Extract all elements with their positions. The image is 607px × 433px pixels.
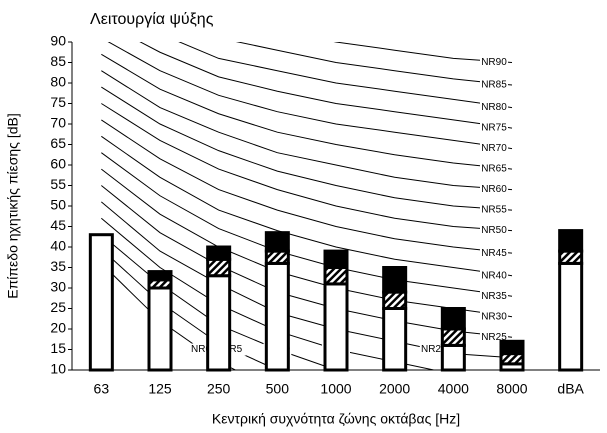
bar-segment [440, 327, 466, 347]
nr-label-bg [480, 163, 508, 176]
nr-curve [101, 119, 513, 254]
y-tick-label: 35 [50, 258, 66, 274]
nr-label: NR75 [481, 123, 507, 134]
bar-segment [382, 290, 408, 311]
bar-segment [88, 233, 114, 372]
x-tick-label: 8000 [496, 381, 527, 397]
nr-label: NR85 [481, 80, 507, 91]
nr-label-bg [419, 343, 448, 356]
y-tick-label: 85 [50, 53, 66, 69]
bar-segment [382, 266, 408, 294]
y-tick-label: 55 [50, 176, 66, 192]
y-tick-label: 30 [50, 279, 66, 295]
nr-label: NR55 [481, 205, 507, 216]
chart-title: Λειτουργία ψύξης [90, 11, 214, 28]
nr-curves [100, 42, 513, 370]
nr-label: NR65 [481, 164, 507, 175]
y-tick-label: 65 [50, 135, 66, 151]
nr-label-bg [480, 310, 508, 323]
nr-curve [178, 42, 513, 109]
bar-segment [558, 249, 584, 265]
y-tick-label: 50 [50, 197, 66, 213]
bar-segment [440, 343, 466, 372]
y-tick-label: 45 [50, 217, 66, 233]
nr-label-bg [480, 79, 508, 92]
y-tick-label: 40 [50, 238, 66, 254]
nr-label-bg [480, 269, 508, 282]
nr-label: NR80 [481, 102, 507, 113]
nr-label: NR35 [481, 291, 507, 302]
nr-label: NR20 [421, 344, 447, 355]
x-tick-label: 2000 [379, 381, 410, 397]
bar-segment [206, 245, 232, 261]
bar-segment [206, 257, 232, 278]
y-tick-label: 75 [50, 94, 66, 110]
bars [88, 229, 584, 372]
nr-label-bg [480, 204, 508, 217]
nr-label: NR60 [481, 184, 507, 195]
nr-curve [101, 70, 513, 191]
bar-segment [206, 274, 232, 372]
nr-label: NR45 [481, 248, 507, 259]
x-axis-label: Κεντρική συχνότητα ζώνης οκτάβας [Hz] [212, 411, 460, 427]
nr-curve [101, 86, 513, 211]
nr-label-bg [480, 247, 508, 260]
bar-segment [264, 261, 290, 372]
y-tick-label: 70 [50, 115, 66, 131]
nr-label-bg [480, 56, 508, 69]
y-tick-label: 15 [50, 340, 66, 356]
y-axis-label: Επίπεδο ηχητικής πίεσης [dB] [5, 113, 21, 298]
y-tick-label: 80 [50, 74, 66, 90]
y-tick-label: 60 [50, 156, 66, 172]
nr-label-bg [480, 183, 508, 196]
x-tick-label: 500 [266, 381, 290, 397]
y-tick-label: 25 [50, 299, 66, 315]
y-tick-label: 90 [50, 33, 66, 49]
nr-label: NR0 [191, 344, 211, 355]
nr-label: NR30 [481, 311, 507, 322]
nr-label: NR70 [481, 143, 507, 154]
nr-label-bg [480, 122, 508, 135]
bar-segment [264, 249, 290, 265]
nr-label: NR40 [481, 270, 507, 281]
nr-label: NR90 [481, 57, 507, 68]
bar-segment [264, 231, 290, 253]
nr-label-bg [480, 101, 508, 114]
bar-segment [323, 282, 349, 372]
x-tick-label: 125 [148, 381, 172, 397]
nr-label-bg [480, 224, 508, 237]
bar-segment [440, 307, 466, 331]
nr-curve [235, 42, 513, 86]
bar-segment [382, 307, 408, 372]
bar-segment [147, 270, 173, 282]
nr-curve [101, 53, 513, 170]
nr-label: NR5 [222, 344, 242, 355]
x-tick-label: 4000 [438, 381, 469, 397]
bar-segment [558, 261, 584, 372]
bar-segment [558, 229, 584, 253]
nr-curve [139, 42, 513, 129]
nr-curve [107, 42, 513, 150]
bar-segment [323, 249, 349, 270]
x-tick-label: 1000 [320, 381, 351, 397]
nr-label-bg [480, 290, 508, 303]
x-tick-label: dBA [557, 381, 584, 397]
nr-curve [101, 152, 513, 297]
nr-curve [333, 42, 513, 63]
y-tick-label: 10 [50, 361, 66, 377]
nr-label: NR50 [481, 225, 507, 236]
nr-label-bg [480, 142, 508, 155]
nr-curve [101, 103, 513, 232]
nr-label: NR25 [481, 332, 507, 343]
x-tick-label: 250 [207, 381, 231, 397]
bar-segment [499, 339, 525, 356]
bar-segment [323, 266, 349, 286]
bar-segment [499, 352, 525, 366]
x-tick-label: 63 [94, 381, 110, 397]
nr-curve [101, 135, 513, 277]
y-tick-label: 20 [50, 320, 66, 336]
bar-segment [147, 286, 173, 372]
